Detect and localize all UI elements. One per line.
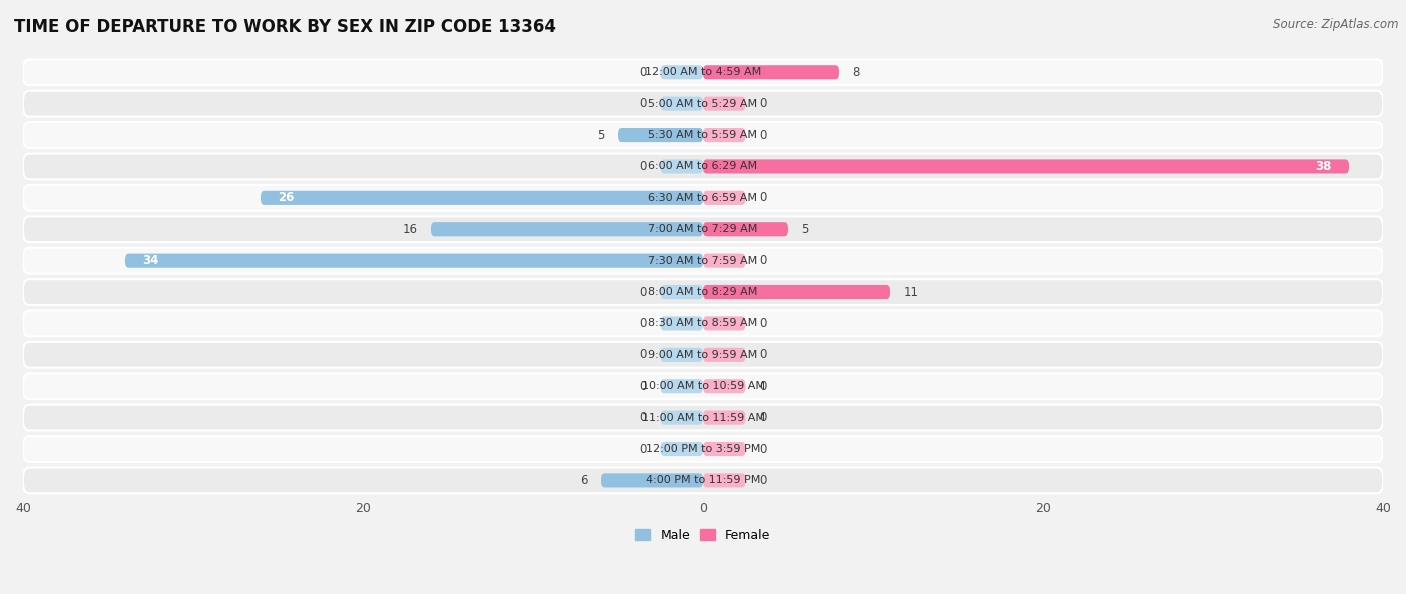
FancyBboxPatch shape [22,436,1384,462]
FancyBboxPatch shape [703,473,745,488]
FancyBboxPatch shape [703,347,745,362]
FancyBboxPatch shape [600,473,703,488]
FancyBboxPatch shape [703,191,745,205]
Text: 26: 26 [278,191,294,204]
Text: 8:00 AM to 8:29 AM: 8:00 AM to 8:29 AM [648,287,758,297]
FancyBboxPatch shape [661,65,703,80]
Text: 12:00 AM to 4:59 AM: 12:00 AM to 4:59 AM [645,67,761,77]
Text: 9:00 AM to 9:59 AM: 9:00 AM to 9:59 AM [648,350,758,360]
FancyBboxPatch shape [619,128,703,142]
Text: 5:00 AM to 5:29 AM: 5:00 AM to 5:29 AM [648,99,758,109]
FancyBboxPatch shape [703,97,745,110]
FancyBboxPatch shape [22,122,1384,148]
Text: 0: 0 [640,286,647,299]
Text: 38: 38 [1316,160,1331,173]
FancyBboxPatch shape [661,159,703,173]
Text: 0: 0 [640,97,647,110]
Text: 10:00 AM to 10:59 AM: 10:00 AM to 10:59 AM [641,381,765,391]
Text: 0: 0 [759,128,766,141]
FancyBboxPatch shape [125,254,703,268]
Text: 0: 0 [640,66,647,79]
Text: 8:30 AM to 8:59 AM: 8:30 AM to 8:59 AM [648,318,758,328]
Text: 6: 6 [579,474,588,487]
FancyBboxPatch shape [22,216,1384,242]
FancyBboxPatch shape [22,59,1384,85]
FancyBboxPatch shape [703,285,890,299]
FancyBboxPatch shape [661,442,703,456]
Text: 0: 0 [640,160,647,173]
Text: TIME OF DEPARTURE TO WORK BY SEX IN ZIP CODE 13364: TIME OF DEPARTURE TO WORK BY SEX IN ZIP … [14,18,555,36]
Text: 0: 0 [640,317,647,330]
Text: 8: 8 [852,66,860,79]
FancyBboxPatch shape [432,222,703,236]
Text: 0: 0 [640,443,647,456]
FancyBboxPatch shape [22,374,1384,399]
FancyBboxPatch shape [22,154,1384,179]
Text: 0: 0 [640,380,647,393]
Text: Source: ZipAtlas.com: Source: ZipAtlas.com [1274,18,1399,31]
FancyBboxPatch shape [661,317,703,330]
Text: 0: 0 [640,411,647,424]
Text: 0: 0 [759,317,766,330]
Text: 0: 0 [759,97,766,110]
Text: 16: 16 [402,223,418,236]
Text: 12:00 PM to 3:59 PM: 12:00 PM to 3:59 PM [645,444,761,454]
FancyBboxPatch shape [703,128,745,142]
Text: 0: 0 [759,254,766,267]
FancyBboxPatch shape [703,65,839,80]
Text: 0: 0 [759,411,766,424]
FancyBboxPatch shape [22,467,1384,493]
Text: 11:00 AM to 11:59 AM: 11:00 AM to 11:59 AM [641,413,765,422]
FancyBboxPatch shape [703,379,745,393]
Text: 11: 11 [904,286,918,299]
FancyBboxPatch shape [661,285,703,299]
Text: 0: 0 [759,474,766,487]
FancyBboxPatch shape [661,379,703,393]
FancyBboxPatch shape [703,222,787,236]
Text: 0: 0 [759,443,766,456]
Text: 5:30 AM to 5:59 AM: 5:30 AM to 5:59 AM [648,130,758,140]
Text: 0: 0 [759,348,766,361]
Text: 0: 0 [640,348,647,361]
FancyBboxPatch shape [22,91,1384,116]
Text: 5: 5 [801,223,808,236]
Legend: Male, Female: Male, Female [630,524,776,547]
Text: 7:30 AM to 7:59 AM: 7:30 AM to 7:59 AM [648,255,758,266]
Text: 5: 5 [598,128,605,141]
FancyBboxPatch shape [703,442,745,456]
Text: 7:00 AM to 7:29 AM: 7:00 AM to 7:29 AM [648,225,758,234]
FancyBboxPatch shape [22,342,1384,368]
FancyBboxPatch shape [661,347,703,362]
Text: 34: 34 [142,254,159,267]
FancyBboxPatch shape [703,159,1350,173]
FancyBboxPatch shape [262,191,703,205]
FancyBboxPatch shape [661,97,703,110]
FancyBboxPatch shape [22,311,1384,336]
Text: 6:00 AM to 6:29 AM: 6:00 AM to 6:29 AM [648,162,758,172]
Text: 6:30 AM to 6:59 AM: 6:30 AM to 6:59 AM [648,193,758,203]
FancyBboxPatch shape [22,248,1384,273]
FancyBboxPatch shape [22,405,1384,431]
Text: 0: 0 [759,191,766,204]
FancyBboxPatch shape [22,279,1384,305]
FancyBboxPatch shape [661,410,703,425]
Text: 0: 0 [759,380,766,393]
FancyBboxPatch shape [703,410,745,425]
FancyBboxPatch shape [22,185,1384,211]
FancyBboxPatch shape [703,254,745,268]
FancyBboxPatch shape [703,317,745,330]
Text: 4:00 PM to 11:59 PM: 4:00 PM to 11:59 PM [645,475,761,485]
